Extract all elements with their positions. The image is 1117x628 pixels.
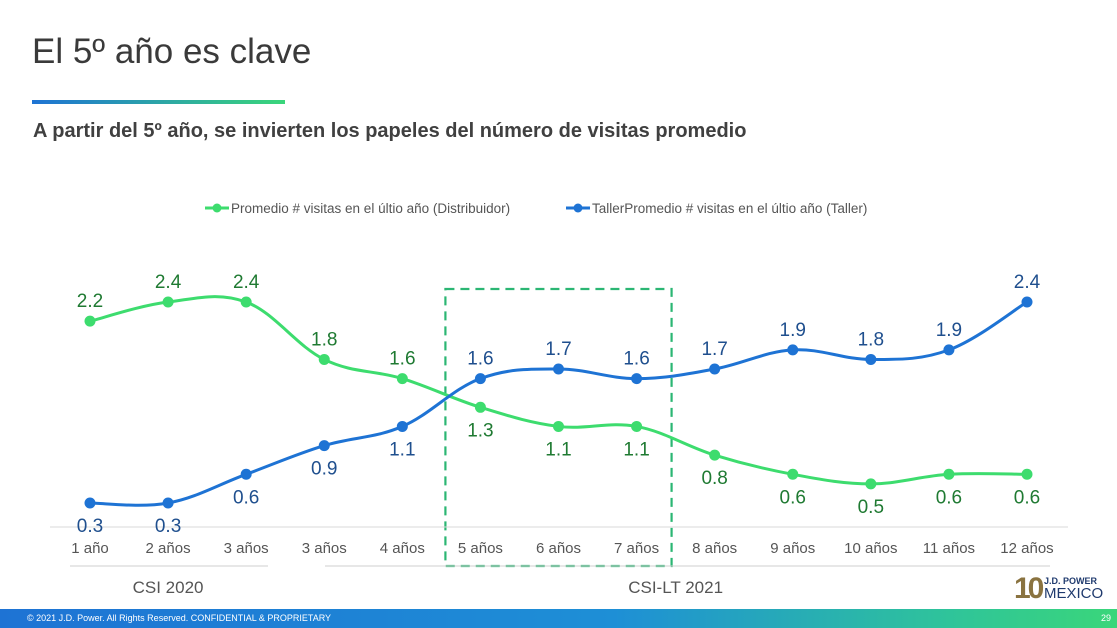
data-point: [787, 468, 799, 480]
data-label: 1.8: [858, 329, 884, 350]
series-layer: [84, 295, 1033, 509]
data-label: 0.3: [155, 516, 181, 537]
data-label: 2.4: [1014, 272, 1041, 293]
slide-subtitle: A partir del 5º año, se invierten los pa…: [33, 120, 747, 142]
data-point: [1021, 468, 1033, 480]
x-tick-label: 7 años: [614, 540, 659, 557]
data-label: 0.9: [311, 459, 337, 480]
data-point: [474, 373, 486, 385]
x-tick-label: 5 años: [458, 540, 503, 557]
data-label: 1.1: [389, 439, 415, 460]
chart-legend: Promedio # visitas en el últio año (Dist…: [205, 201, 867, 216]
line-chart: Promedio # visitas en el últio año (Dist…: [50, 201, 1068, 597]
data-point: [1021, 296, 1033, 308]
group-label-1: CSI-LT 2021: [628, 578, 723, 597]
series-line-1: [89, 300, 1028, 507]
data-label: 1.9: [936, 320, 962, 341]
data-label: 1.6: [389, 349, 415, 370]
data-label: 0.8: [701, 468, 727, 489]
x-tick-label: 10 años: [844, 540, 897, 557]
category-group-layer: CSI 2020 CSI-LT 2021: [70, 565, 1050, 597]
logo-numeral: 10: [1014, 572, 1044, 605]
data-point: [865, 353, 877, 365]
x-tick-label: 4 años: [380, 540, 425, 557]
data-point: [318, 440, 330, 452]
data-point: [553, 363, 564, 375]
x-axis: 1 año 2 años 3 años 3 años 4 años 5 años 6 año…: [50, 526, 1068, 557]
x-tick-label: 12 años: [1000, 540, 1053, 557]
data-label: 2.4: [233, 272, 260, 293]
data-label: 0.3: [77, 516, 103, 537]
data-point: [943, 468, 955, 480]
data-label: 2.2: [77, 291, 103, 312]
logo-brand: J.D. POWER: [1044, 576, 1098, 586]
x-tick-label: 3 años: [302, 540, 347, 557]
x-tick-label: 8 años: [692, 540, 737, 557]
data-point: [631, 373, 643, 385]
data-point: [865, 478, 877, 490]
data-point: [84, 497, 96, 509]
legend-marker-1: [573, 203, 583, 213]
slide-title: El 5º año es clave: [32, 32, 312, 71]
data-label: 1.3: [467, 420, 493, 441]
footer-copyright: © 2021 J.D. Power. All Rights Reserved. …: [27, 613, 332, 623]
data-label: 0.5: [858, 497, 884, 518]
data-label: 1.8: [311, 329, 337, 350]
legend-marker-0: [212, 203, 222, 213]
data-point: [240, 296, 252, 308]
data-point: [318, 353, 330, 365]
jd-power-logo: 10 J.D. POWER MEXICO: [1014, 574, 1104, 604]
data-point: [396, 373, 408, 385]
logo-country: MEXICO: [1044, 585, 1104, 602]
data-label: 0.6: [1014, 487, 1040, 508]
data-point: [162, 497, 174, 509]
x-tick-label: 2 años: [146, 540, 191, 557]
footer-bar: © 2021 J.D. Power. All Rights Reserved. …: [0, 609, 1117, 628]
data-label: 1.7: [545, 339, 571, 360]
x-tick-label: 11 años: [923, 540, 975, 557]
data-label: 1.9: [780, 320, 806, 341]
data-label: 0.6: [780, 487, 806, 508]
data-point: [162, 296, 174, 308]
data-point: [474, 401, 486, 413]
data-point: [84, 315, 96, 327]
data-point: [943, 344, 955, 356]
data-label: 0.6: [936, 487, 962, 508]
data-point: [787, 344, 799, 356]
data-label-layer: 2.2 2.4 2.4 1.8 1.6 1.3 1.1 1.1 0.8 0.6 0.5 0.6 0.6 0…: [77, 272, 1041, 537]
x-tick-label: 9 años: [770, 540, 815, 557]
data-point: [396, 420, 408, 432]
x-tick-label: 1 año: [71, 540, 109, 557]
page-number: 29: [1100, 613, 1111, 623]
data-point: [240, 468, 252, 480]
data-point: [709, 363, 721, 375]
data-point: [709, 449, 721, 461]
data-label: 0.6: [233, 487, 259, 508]
legend-label-1: TallerPromedio # visitas en el últio año…: [592, 201, 867, 216]
data-point: [553, 420, 564, 432]
data-label: 1.7: [701, 339, 727, 360]
x-tick-label: 6 años: [536, 540, 581, 557]
data-label: 1.1: [545, 439, 571, 460]
data-label: 1.6: [623, 349, 649, 370]
data-label: 1.6: [467, 349, 493, 370]
data-label: 2.4: [155, 272, 182, 293]
title-underline: [32, 100, 285, 104]
data-point: [631, 420, 643, 432]
legend-label-0: Promedio # visitas en el últio año (Dist…: [231, 201, 510, 216]
group-label-0: CSI 2020: [133, 578, 204, 597]
x-tick-label: 3 años: [224, 540, 269, 557]
data-label: 1.1: [623, 439, 649, 460]
